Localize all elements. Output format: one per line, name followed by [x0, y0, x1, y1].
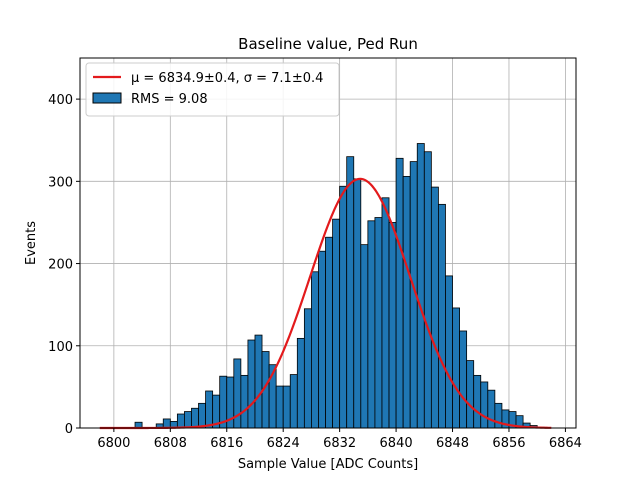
legend-fit-label: μ = 6834.9±0.4, σ = 7.1±0.4 [131, 71, 323, 86]
histogram-bar [346, 156, 355, 429]
histogram-bar [445, 275, 453, 429]
histogram-bar [198, 402, 206, 429]
histogram-bar [162, 418, 171, 429]
histogram-bar [339, 185, 348, 429]
histogram-bar [360, 244, 369, 429]
x-tick-label: 6824 [267, 436, 300, 451]
histogram-bar [247, 339, 256, 429]
histogram-bar [438, 203, 446, 429]
legend-histogram-swatch [92, 92, 122, 104]
histogram-bar [416, 143, 425, 429]
legend-fit-sigma: σ = 7.1±0.4 [244, 71, 324, 86]
x-tick-label: 6808 [154, 436, 187, 451]
histogram-bar [381, 197, 390, 429]
legend-box [85, 62, 340, 117]
y-tick-label: 100 [48, 340, 73, 355]
histogram-bar [303, 308, 312, 429]
legend-fit-separator: , [235, 71, 243, 86]
histogram-bar [480, 381, 489, 429]
legend-fit-mu: μ = 6834.9±0.4 [131, 71, 235, 86]
histogram-bars [134, 143, 545, 429]
histogram-bar [353, 178, 362, 429]
y-tick-label: 400 [48, 93, 73, 108]
x-tick-label: 6832 [323, 436, 356, 451]
x-tick-label: 6840 [380, 436, 413, 451]
histogram-bar [254, 334, 263, 429]
x-axis-label: Sample Value [ADC Counts] [238, 457, 418, 472]
histogram-bar [402, 175, 411, 429]
histogram-bar [275, 385, 284, 429]
histogram-bar [311, 271, 319, 429]
x-tick-label: 6856 [492, 436, 525, 451]
histogram-bar [332, 218, 341, 429]
histogram-bar [459, 330, 468, 429]
y-axis-ticks: 0 100 200 300 400 [48, 93, 80, 437]
histogram-bar [487, 389, 496, 429]
y-tick-label: 200 [48, 258, 73, 273]
histogram-bar [191, 407, 199, 429]
x-tick-label: 6800 [97, 436, 130, 451]
histogram-bar [473, 374, 482, 429]
chart-title: Baseline value, Ped Run [238, 35, 418, 53]
y-tick-label: 0 [65, 422, 73, 437]
legend-histogram-label: RMS = 9.08 [131, 92, 208, 107]
histogram-bar [289, 374, 298, 429]
y-axis-label: Events [24, 221, 39, 265]
histogram-bar [176, 413, 185, 429]
histogram-bar [395, 157, 404, 429]
x-tick-label: 6848 [436, 436, 469, 451]
histogram-bar [367, 220, 376, 429]
x-tick-label: 6816 [210, 436, 243, 451]
histogram-bar [205, 390, 214, 429]
y-tick-label: 300 [48, 175, 73, 190]
histogram-bar [318, 250, 326, 429]
histogram-bar [282, 385, 291, 429]
plot-frame [79, 57, 577, 429]
histogram-bar [452, 307, 460, 429]
histogram-bar [430, 186, 439, 429]
histogram-bar [184, 411, 192, 429]
histogram-bar [466, 360, 475, 429]
histogram-bar [388, 222, 397, 429]
histogram-bar [423, 151, 432, 429]
histogram-bar [374, 217, 383, 429]
histogram-bar [325, 236, 333, 429]
histogram-bar [296, 337, 305, 429]
histogram-bar [240, 374, 249, 429]
legend: μ = 6834.9±0.4, σ = 7.1±0.4 RMS = 9.08 [85, 62, 340, 117]
x-tick-label: 6864 [549, 436, 582, 451]
x-axis-ticks: 6800 6808 6816 6824 6832 6840 6848 6856 6864 [97, 428, 582, 451]
